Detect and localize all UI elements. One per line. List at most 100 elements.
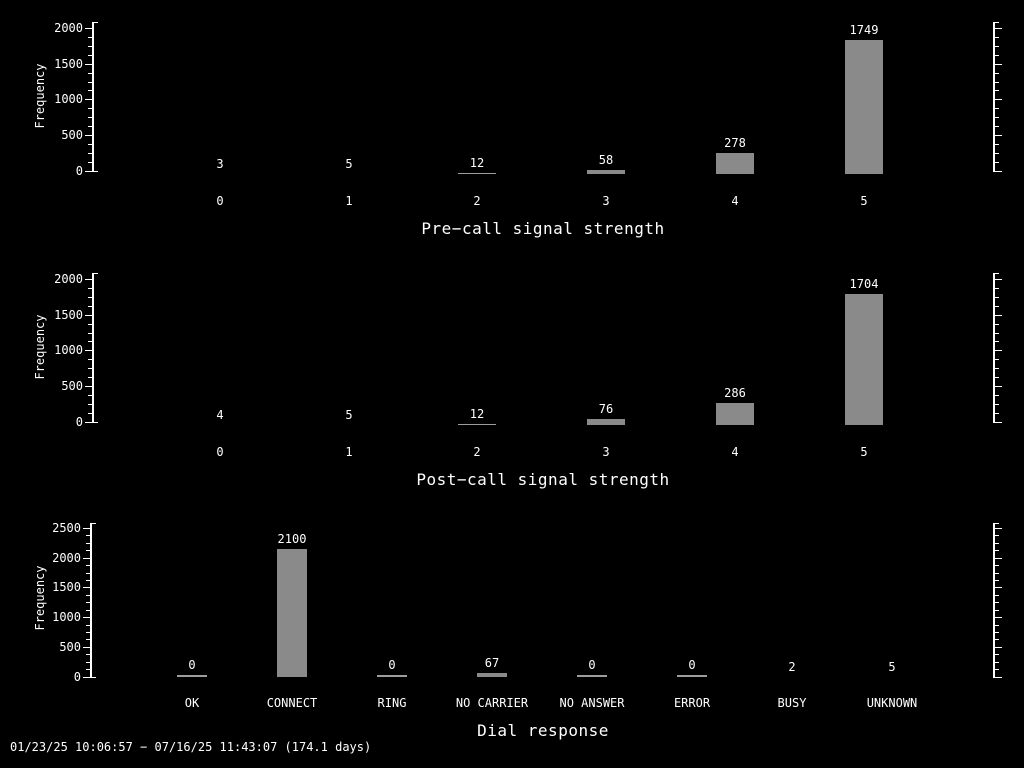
y-axis-minor-tick [86, 535, 90, 536]
y-axis-tick-label: 500 [61, 128, 83, 142]
y-axis-major-tick [995, 28, 1002, 29]
y-axis-minor-tick [995, 573, 999, 574]
bar-value-label: 5 [345, 408, 353, 422]
y-axis-tick-label: 1500 [54, 308, 83, 322]
y-axis-minor-tick [995, 126, 999, 127]
y-axis-right-line [993, 273, 995, 423]
bar-value-label: 5 [888, 660, 896, 674]
y-axis-minor-tick [995, 610, 999, 611]
x-category-label: 4 [731, 194, 739, 208]
chart-title: Pre−call signal strength [421, 219, 665, 238]
x-category-label: UNKNOWN [866, 696, 918, 710]
y-axis-tick-label: 500 [59, 640, 81, 654]
bar [458, 424, 496, 425]
y-axis-title: Frequency [33, 565, 47, 631]
y-axis-minor-tick [995, 153, 999, 154]
bar-value-label: 2100 [277, 532, 307, 546]
y-axis-minor-tick [995, 288, 999, 289]
y-axis-major-tick [83, 528, 90, 529]
y-axis-major-tick [83, 677, 90, 678]
y-axis-tick-label: 2500 [52, 521, 81, 535]
y-axis-major-tick [995, 587, 1002, 588]
y-axis-major-tick [83, 647, 90, 648]
bar [845, 40, 883, 174]
x-category-label: CONNECT [266, 696, 318, 710]
y-axis-major-tick [995, 677, 1002, 678]
bar [277, 549, 307, 677]
y-axis-minor-tick [995, 73, 999, 74]
y-axis-minor-tick [88, 90, 92, 91]
y-axis-minor-tick [86, 550, 90, 551]
y-axis-major-tick [995, 135, 1002, 136]
y-axis-minor-tick [995, 55, 999, 56]
bar [458, 173, 496, 174]
bar [587, 419, 625, 425]
y-axis-right-endcap [995, 273, 999, 274]
y-axis-minor-tick [995, 82, 999, 83]
y-axis-minor-tick [88, 288, 92, 289]
y-axis-left-line [92, 22, 94, 172]
y-axis-minor-tick [995, 46, 999, 47]
y-axis-minor-tick [86, 669, 90, 670]
y-axis-minor-tick [995, 144, 999, 145]
y-axis-major-tick [995, 99, 1002, 100]
y-axis-tick-label: 0 [73, 670, 81, 684]
bar-zero-line [677, 675, 707, 677]
y-axis-minor-tick [995, 90, 999, 91]
y-axis-minor-tick [86, 573, 90, 574]
y-axis-minor-tick [88, 377, 92, 378]
y-axis-minor-tick [88, 413, 92, 414]
y-axis-minor-tick [995, 359, 999, 360]
bar-zero-line [577, 675, 607, 677]
y-axis-minor-tick [88, 368, 92, 369]
y-axis-tick-label: 1000 [54, 343, 83, 357]
y-axis-tick-label: 1500 [54, 57, 83, 71]
x-category-label: 2 [473, 194, 481, 208]
bar-value-label: 286 [724, 386, 746, 400]
y-axis-minor-tick [88, 395, 92, 396]
y-axis-minor-tick [88, 55, 92, 56]
y-axis-minor-tick [88, 144, 92, 145]
bar-value-label: 12 [469, 407, 485, 421]
y-axis-minor-tick [88, 333, 92, 334]
y-axis-tick-label: 0 [75, 415, 83, 429]
x-category-label: 5 [860, 194, 868, 208]
y-axis-minor-tick [995, 535, 999, 536]
y-axis-minor-tick [995, 632, 999, 633]
y-axis-minor-tick [995, 297, 999, 298]
bar-value-label: 12 [469, 156, 485, 170]
y-axis-minor-tick [995, 37, 999, 38]
y-axis-left-endcap [92, 677, 96, 678]
y-axis-major-tick [85, 279, 92, 280]
y-axis-minor-tick [86, 632, 90, 633]
y-axis-minor-tick [88, 162, 92, 163]
y-axis-tick-label: 1500 [52, 580, 81, 594]
y-axis-tick-label: 2000 [54, 21, 83, 35]
y-axis-minor-tick [995, 413, 999, 414]
y-axis-left-endcap [94, 273, 98, 274]
bar [716, 403, 754, 425]
chart-title: Dial response [477, 721, 609, 740]
x-category-label: 5 [860, 445, 868, 459]
bar [477, 673, 507, 677]
y-axis-minor-tick [88, 359, 92, 360]
y-axis-minor-tick [88, 306, 92, 307]
y-axis-major-tick [85, 64, 92, 65]
y-axis-minor-tick [995, 565, 999, 566]
y-axis-major-tick [995, 617, 1002, 618]
y-axis-tick-label: 1000 [52, 610, 81, 624]
bar-value-label: 4 [216, 408, 224, 422]
y-axis-major-tick [85, 171, 92, 172]
y-axis-minor-tick [995, 654, 999, 655]
y-axis-major-tick [995, 279, 1002, 280]
x-category-label: 1 [345, 194, 353, 208]
y-axis-minor-tick [86, 602, 90, 603]
x-category-label: RING [377, 696, 407, 710]
y-axis-minor-tick [86, 580, 90, 581]
y-axis-left-line [90, 523, 92, 678]
bar [716, 153, 754, 174]
